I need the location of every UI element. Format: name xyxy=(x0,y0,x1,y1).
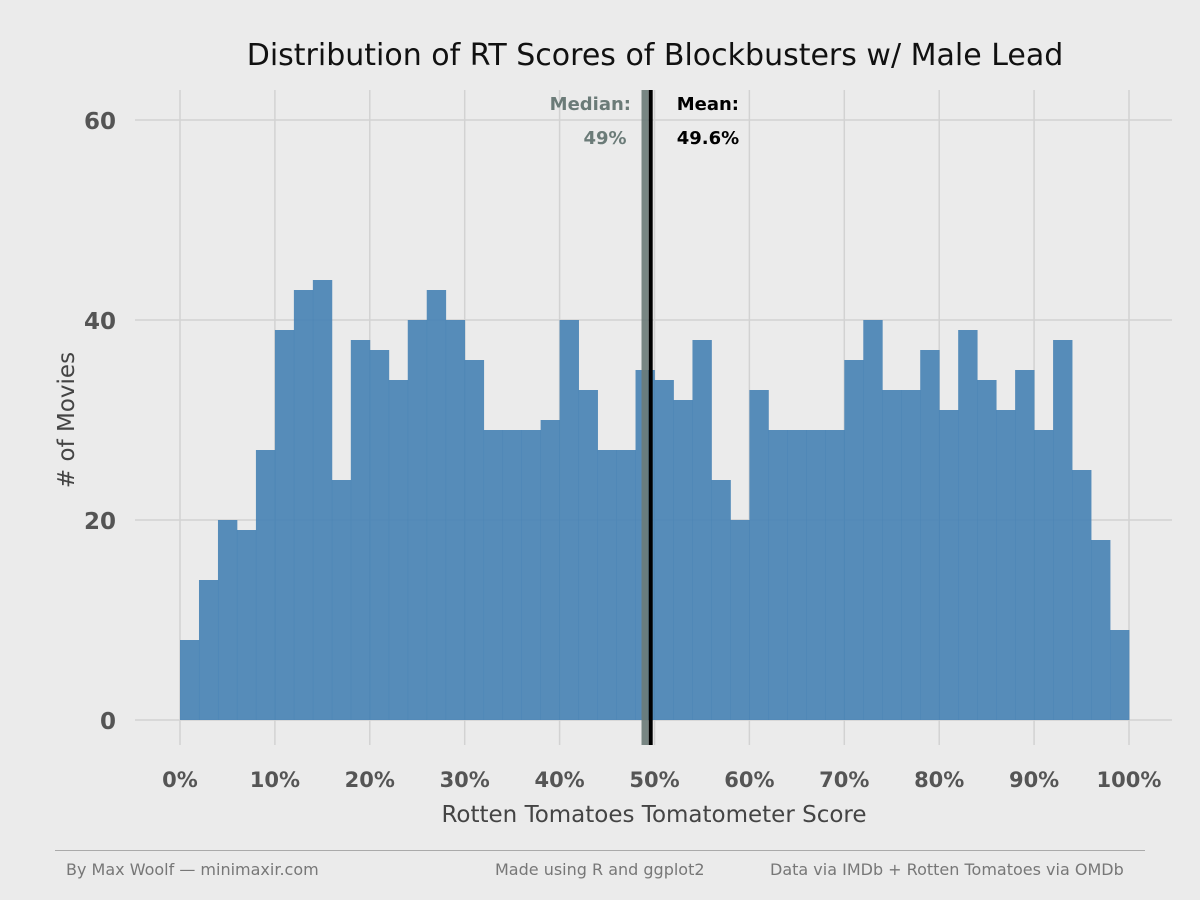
x-tick-label: 70% xyxy=(819,768,869,792)
histogram-bar xyxy=(901,390,921,720)
histogram-bar xyxy=(559,320,579,720)
footer-credit: By Max Woolf — minimaxir.com xyxy=(66,860,319,879)
histogram-bar xyxy=(312,280,333,720)
chart-title: Distribution of RT Scores of Blockbuster… xyxy=(247,38,1064,73)
histogram-bar xyxy=(445,320,466,720)
histogram-bar xyxy=(578,390,598,720)
histogram-bar xyxy=(502,430,523,720)
histogram-bar xyxy=(616,450,636,720)
mean-label: Mean: xyxy=(677,94,739,115)
x-tick-label: 90% xyxy=(1009,768,1059,792)
histogram-bar xyxy=(426,290,447,720)
x-tick-label: 20% xyxy=(345,768,395,792)
footer-divider xyxy=(55,850,1145,851)
y-axis-label: # of Movies xyxy=(54,352,80,488)
histogram-bar xyxy=(939,410,959,720)
histogram-bar xyxy=(1034,430,1054,720)
histogram-bar xyxy=(806,430,826,720)
histogram-bar xyxy=(920,350,940,720)
histogram-bar xyxy=(768,430,788,720)
histogram-bar xyxy=(464,360,485,720)
y-tick-label: 0 xyxy=(100,709,116,735)
x-tick-label: 10% xyxy=(250,768,300,792)
histogram-bar xyxy=(863,320,883,720)
histogram-bar xyxy=(255,450,276,720)
footer-source: Data via IMDb + Rotten Tomatoes via OMDb xyxy=(770,860,1124,879)
x-axis-label: Rotten Tomatoes Tomatometer Score xyxy=(441,802,866,828)
x-tick-label: 40% xyxy=(534,768,584,792)
histogram-bar xyxy=(274,330,295,720)
histogram-bar xyxy=(1053,340,1073,720)
reference-lines: Median: 49% Mean: 49.6% xyxy=(550,90,739,745)
histogram-bar xyxy=(540,420,560,720)
histogram-bar xyxy=(350,340,371,720)
histogram-bar xyxy=(825,430,845,720)
y-tick-label: 20 xyxy=(84,509,116,535)
x-axis-ticks: 0% 10% 20% 30% 40% 50% 60% 70% 80% 90% 100% xyxy=(162,768,1161,792)
x-tick-label: 80% xyxy=(914,768,964,792)
histogram-bar xyxy=(787,430,807,720)
histogram-bar xyxy=(1072,470,1092,720)
histogram-bar xyxy=(1015,370,1035,720)
histogram-bar xyxy=(597,450,617,720)
histogram-bar xyxy=(331,480,352,720)
histogram-bar xyxy=(749,390,769,720)
histogram-bar xyxy=(844,360,864,720)
median-label: Median: xyxy=(550,94,631,115)
histogram-bars xyxy=(180,280,1130,720)
mean-value: 49.6% xyxy=(677,128,739,149)
histogram-bar xyxy=(198,580,219,720)
histogram-bar xyxy=(217,520,238,720)
histogram-bar xyxy=(180,640,200,720)
median-value: 49% xyxy=(583,128,626,149)
histogram-bar xyxy=(692,340,712,720)
histogram-bar xyxy=(673,400,693,720)
x-tick-label: 0% xyxy=(162,768,198,792)
histogram-bar xyxy=(958,330,978,720)
x-tick-label: 100% xyxy=(1097,768,1162,792)
histogram-bar xyxy=(236,530,257,720)
y-tick-label: 60 xyxy=(84,109,116,135)
histogram-bar xyxy=(654,380,674,720)
histogram-bar xyxy=(521,430,542,720)
footer-tools: Made using R and ggplot2 xyxy=(495,860,705,879)
histogram-bar xyxy=(730,520,750,720)
histogram-bar xyxy=(882,390,902,720)
histogram-bar xyxy=(1091,540,1111,720)
y-axis-ticks: 0 20 40 60 xyxy=(84,109,116,735)
x-tick-label: 50% xyxy=(629,768,679,792)
histogram-bar xyxy=(1110,630,1130,720)
histogram-bar xyxy=(407,320,428,720)
histogram-bar xyxy=(369,350,390,720)
y-tick-label: 40 xyxy=(84,309,116,335)
histogram-bar xyxy=(977,380,997,720)
histogram-bar xyxy=(483,430,504,720)
histogram-bar xyxy=(711,480,731,720)
histogram-bar xyxy=(293,290,314,720)
histogram-bar xyxy=(996,410,1016,720)
x-tick-label: 60% xyxy=(724,768,774,792)
histogram-bar xyxy=(388,380,409,720)
x-tick-label: 30% xyxy=(440,768,490,792)
